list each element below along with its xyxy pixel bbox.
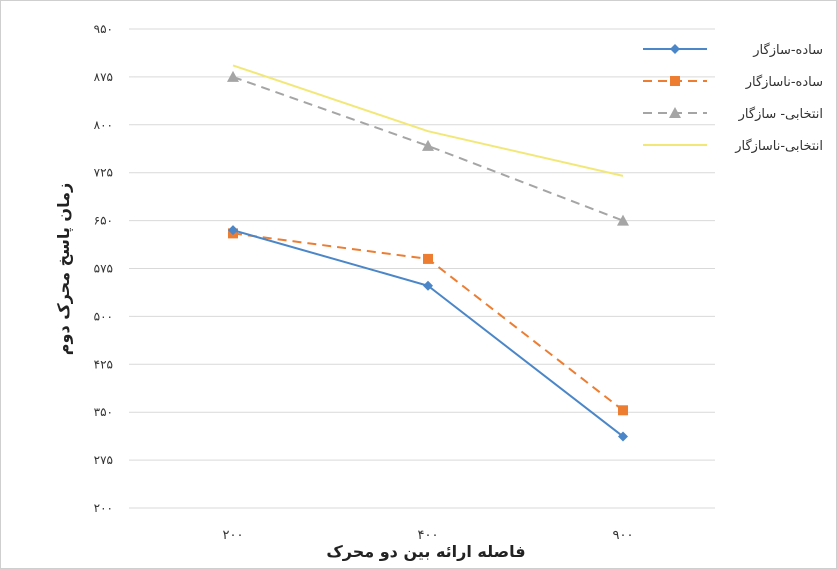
series-line-2: [232, 75, 624, 222]
series-0-point-0: [228, 225, 238, 236]
series-0: [228, 225, 628, 442]
grid-lines: [129, 28, 715, 509]
legend-swatch-marker-0: [670, 44, 680, 54]
series-line-3: [232, 64, 624, 177]
series-2: [227, 70, 629, 226]
legend-label-0: ساده-سازگار: [752, 42, 823, 58]
y-tick-label-10: ۹۵۰: [94, 22, 113, 36]
legend-label-1: ساده-ناسازگار: [745, 74, 823, 90]
series-0-point-2: [618, 431, 628, 442]
legend-label-3: انتخابی-ناسازگار: [734, 138, 823, 154]
legend-swatch-marker-2: [669, 107, 681, 118]
y-axis-title: زمان پاسخ محرک دوم: [54, 183, 74, 355]
series-3: [232, 64, 624, 177]
y-tick-label-9: ۸۷۵: [94, 70, 113, 84]
legend-item-0: ساده-سازگار: [643, 42, 823, 58]
y-tick-label-4: ۵۰۰: [94, 309, 113, 323]
series-lines: [227, 64, 629, 442]
y-tick-label-3: ۴۲۵: [94, 357, 113, 371]
x-axis-title: فاصله ارائه بین دو محرک: [326, 542, 525, 561]
y-tick-label-2: ۳۵۰: [94, 405, 113, 419]
y-tick-label-8: ۸۰۰: [94, 118, 113, 132]
legend: ساده-سازگار ساده-ناسازگار انتخابی- سازگار ا…: [643, 42, 823, 154]
series-1-point-2: [618, 405, 628, 416]
x-axis-ticks: ۲۰۰ ۴۰۰ ۹۰۰: [223, 528, 634, 543]
legend-swatch-marker-1: [670, 76, 680, 86]
series-1-point-1: [423, 253, 433, 264]
y-tick-label-5: ۵۷۵: [94, 262, 113, 276]
y-tick-label-7: ۷۲۵: [94, 166, 113, 180]
legend-item-3: انتخابی-ناسازگار: [643, 138, 823, 154]
y-tick-label-6: ۶۵۰: [94, 214, 113, 228]
x-tick-label-1: ۴۰۰: [418, 528, 439, 543]
legend-item-1: ساده-ناسازگار: [643, 74, 823, 90]
y-tick-label-1: ۲۷۵: [94, 453, 113, 467]
series-2-point-1: [422, 139, 434, 151]
series-2-point-2: [617, 214, 629, 226]
series-2-point-0: [227, 70, 239, 82]
y-axis-ticks: ۲۰۰ ۲۷۵ ۳۵۰ ۴۲۵ ۵۰۰ ۵۷۵ ۶۵۰ ۷۲۵ ۸۰۰ ۸۷۵ ۹۵۰: [94, 22, 113, 515]
x-tick-label-2: ۹۰۰: [613, 528, 634, 543]
legend-label-2: انتخابی- سازگار: [738, 106, 823, 122]
y-tick-label-0: ۲۰۰: [94, 501, 113, 515]
series-0-point-1: [423, 280, 433, 291]
x-tick-label-0: ۲۰۰: [223, 528, 244, 543]
legend-item-2: انتخابی- سازگار: [643, 106, 823, 122]
series-1: [228, 228, 628, 416]
